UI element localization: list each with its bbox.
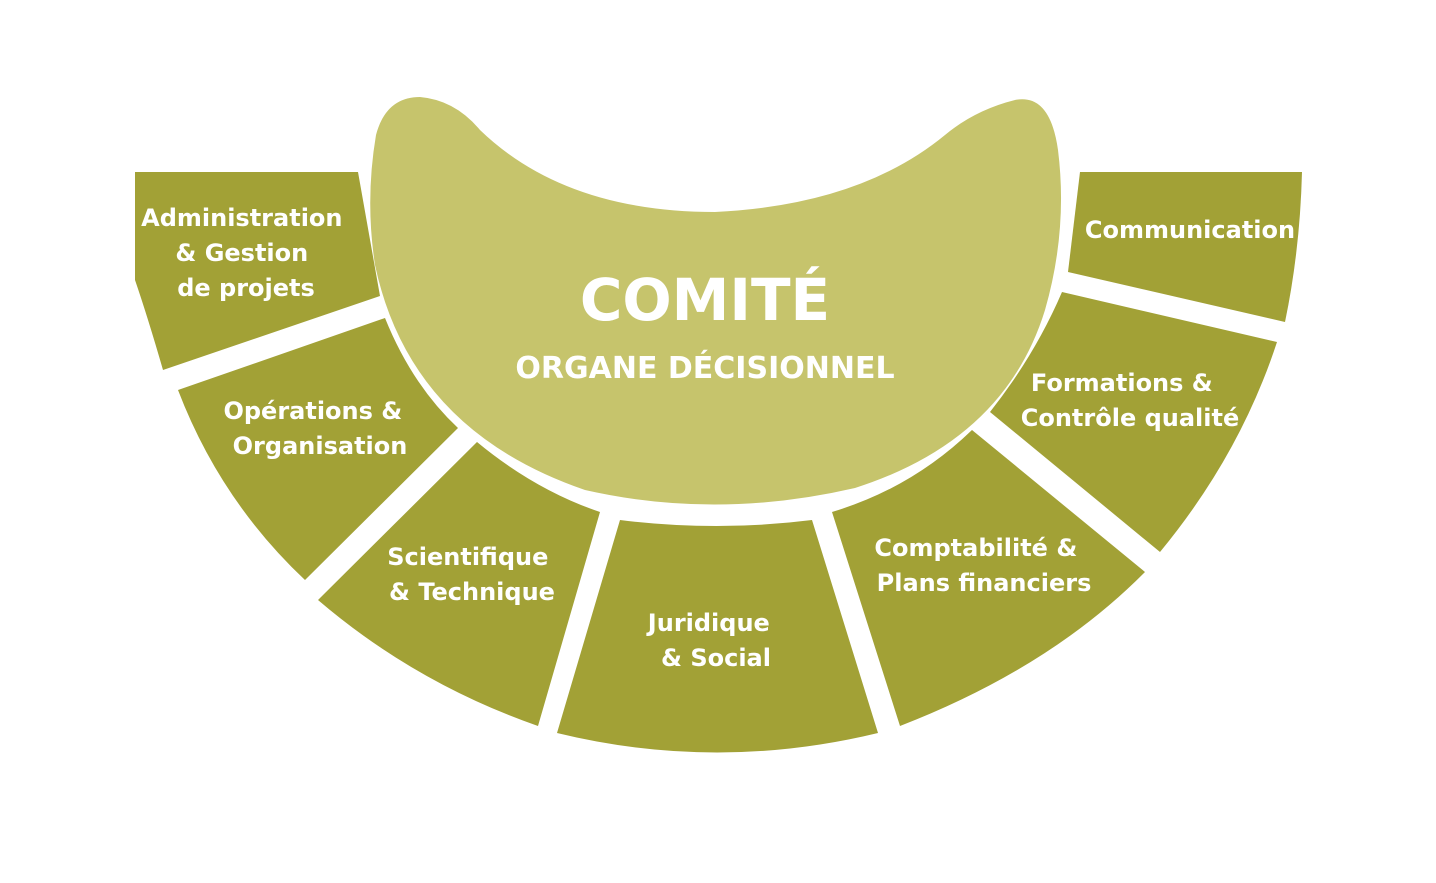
center-committee-shape [370,97,1062,505]
segment-comptabilite-shape [832,430,1145,726]
center-subtitle: ORGANE DÉCISIONNEL [515,350,894,386]
segment-juridique-label: Juridique & Social [646,609,778,672]
segment-comptabilite-label: Comptabilité & Plans financiers [874,534,1091,597]
segment-operations-label: Opérations & Organisation [223,397,410,460]
segment-operations: Opérations & Organisation [178,318,458,580]
segment-scientifique-shape [318,442,600,726]
segment-formations: Formations & Contrôle qualité [990,292,1277,552]
segment-administration: Administration & Gestion de projets [135,172,380,370]
segment-operations-line-2: Organisation [233,432,408,460]
segment-formations-shape [990,292,1277,552]
segment-operations-shape [178,318,458,580]
segment-juridique: Juridique & Social [557,520,878,753]
segment-formations-line-1: Formations & [1031,369,1213,397]
segment-administration-label: Administration & Gestion de projets [141,204,351,302]
segment-scientifique-line-1: Scientifique [387,543,548,571]
segment-formations-line-2: Contrôle qualité [1021,404,1240,432]
segment-administration-shape [135,172,380,370]
segment-communication: Communication [1068,172,1302,322]
segment-communication-label: Communication [1085,216,1295,244]
segment-juridique-shape [557,520,878,753]
segment-operations-line-1: Opérations & [223,397,402,425]
segment-administration-line-3: de projets [177,274,315,302]
center-title: COMITÉ [580,265,830,334]
segment-communication-line-1: Communication [1085,216,1295,244]
segment-scientifique-line-2: & Technique [389,578,555,606]
segment-juridique-line-2: & Social [661,644,771,672]
center-committee: COMITÉ ORGANE DÉCISIONNEL [370,97,1062,505]
segment-comptabilite: Comptabilité & Plans financiers [832,430,1145,726]
segment-comptabilite-line-1: Comptabilité & [874,534,1077,562]
segment-communication-shape [1068,172,1302,322]
segment-comptabilite-line-2: Plans financiers [877,569,1092,597]
segment-juridique-line-1: Juridique [646,609,770,637]
segment-scientifique-label: Scientifique & Technique [387,543,557,606]
segment-scientifique: Scientifique & Technique [318,442,600,726]
segment-formations-label: Formations & Contrôle qualité [1021,369,1240,432]
segment-administration-line-2: & Gestion [175,239,308,267]
segment-administration-line-1: Administration [141,204,342,232]
